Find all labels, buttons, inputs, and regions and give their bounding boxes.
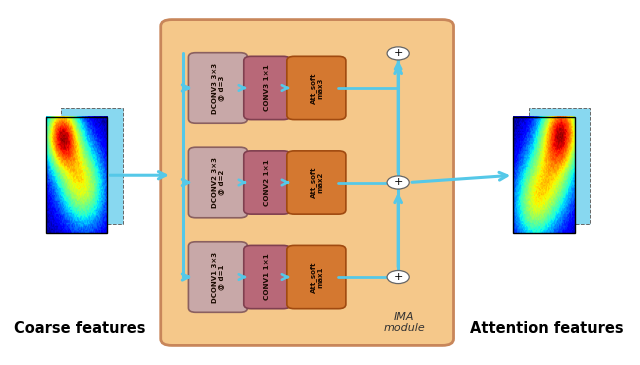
FancyBboxPatch shape bbox=[188, 53, 248, 123]
Text: +: + bbox=[394, 48, 403, 58]
Text: CONV3 1×1: CONV3 1×1 bbox=[264, 65, 270, 111]
FancyBboxPatch shape bbox=[287, 245, 346, 309]
Text: DCONV3 3×3
@ d=3: DCONV3 3×3 @ d=3 bbox=[212, 62, 224, 114]
Text: Att_soft
max1: Att_soft max1 bbox=[310, 261, 323, 293]
Text: Coarse features: Coarse features bbox=[14, 321, 145, 336]
Text: Attention features: Attention features bbox=[470, 321, 624, 336]
Text: DCONV1 3×3
@ d=1: DCONV1 3×3 @ d=1 bbox=[212, 251, 224, 303]
FancyBboxPatch shape bbox=[287, 56, 346, 120]
Text: Att_soft
max3: Att_soft max3 bbox=[310, 72, 323, 104]
Circle shape bbox=[387, 176, 409, 189]
FancyBboxPatch shape bbox=[188, 242, 248, 312]
Polygon shape bbox=[61, 108, 123, 224]
Circle shape bbox=[387, 47, 409, 60]
Text: +: + bbox=[394, 272, 403, 282]
FancyBboxPatch shape bbox=[161, 20, 454, 345]
FancyBboxPatch shape bbox=[244, 151, 291, 214]
Text: Att_soft
max2: Att_soft max2 bbox=[310, 167, 323, 198]
FancyBboxPatch shape bbox=[287, 151, 346, 214]
FancyBboxPatch shape bbox=[244, 56, 291, 120]
Text: CONV1 1×1: CONV1 1×1 bbox=[264, 254, 270, 300]
FancyBboxPatch shape bbox=[244, 245, 291, 309]
FancyBboxPatch shape bbox=[188, 147, 248, 218]
Text: CONV2 1×1: CONV2 1×1 bbox=[264, 159, 270, 206]
Text: +: + bbox=[394, 177, 403, 187]
Polygon shape bbox=[529, 108, 590, 224]
Text: DCONV2 3×3
@ d=2: DCONV2 3×3 @ d=2 bbox=[212, 157, 224, 208]
Text: IMA
module: IMA module bbox=[383, 312, 425, 333]
Circle shape bbox=[387, 270, 409, 284]
